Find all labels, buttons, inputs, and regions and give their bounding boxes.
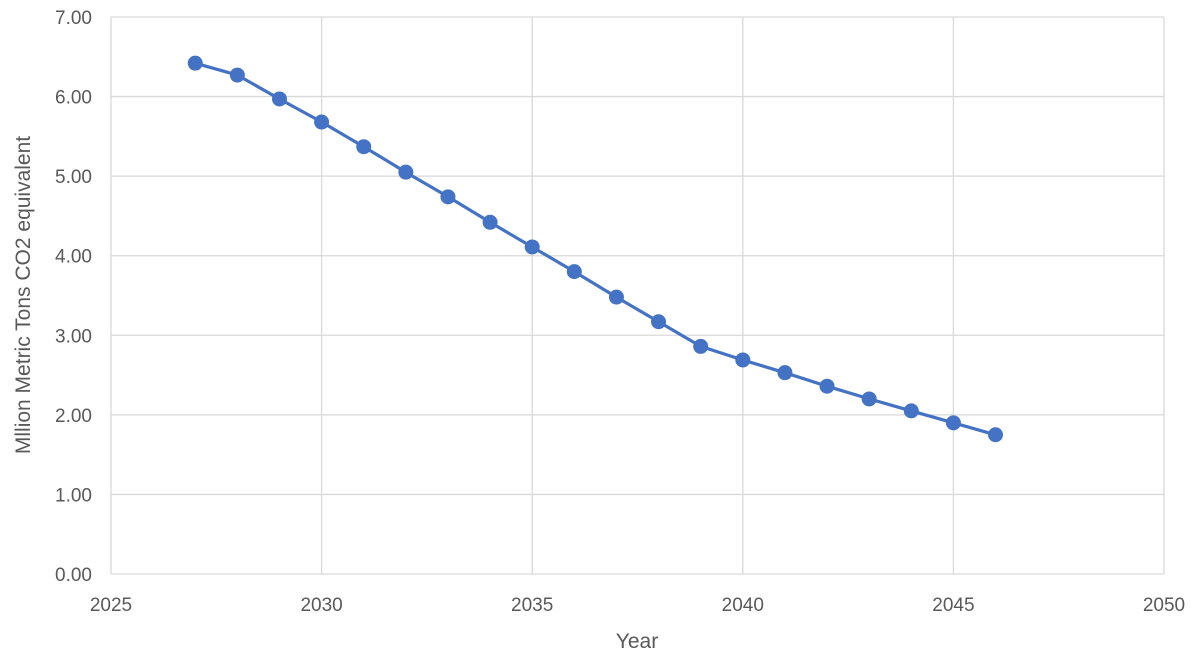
data-point — [187, 55, 203, 71]
data-point — [398, 164, 414, 180]
x-tick-label: 2035 — [511, 595, 553, 616]
y-tick-label: 0.00 — [55, 565, 92, 586]
y-tick-label: 2.00 — [55, 406, 92, 427]
x-tick-label: 2045 — [932, 595, 974, 616]
y-axis-ticks: 0.00 1.00 2.00 3.00 4.00 5.00 6.00 7.00 — [55, 8, 92, 586]
data-point — [735, 352, 751, 368]
data-point — [651, 314, 667, 330]
data-point — [945, 415, 961, 431]
x-tick-label: 2040 — [722, 595, 764, 616]
data-point — [524, 239, 540, 255]
data-point — [566, 264, 582, 280]
x-tick-label: 2030 — [300, 595, 342, 616]
x-axis-ticks: 2025 2030 2035 2040 2045 2050 — [90, 595, 1185, 616]
data-point — [356, 139, 372, 155]
data-point — [482, 214, 498, 230]
data-point — [777, 365, 793, 381]
series-layer — [187, 55, 1004, 443]
data-point — [314, 114, 330, 130]
y-tick-label: 7.00 — [55, 8, 92, 29]
data-point — [440, 189, 456, 205]
data-point — [988, 427, 1004, 443]
data-point — [693, 338, 709, 354]
data-point — [819, 378, 835, 394]
y-tick-label: 1.00 — [55, 485, 92, 506]
x-axis-title: Year — [616, 630, 658, 651]
data-point — [608, 289, 624, 305]
data-point — [903, 403, 919, 419]
y-tick-label: 3.00 — [55, 326, 92, 347]
x-tick-label: 2050 — [1143, 595, 1185, 616]
data-point — [861, 391, 877, 407]
y-axis-title: Mllion Metric Tons CO2 equivalent — [12, 136, 35, 454]
y-tick-label: 5.00 — [55, 167, 92, 188]
y-tick-label: 4.00 — [55, 247, 92, 268]
x-tick-label: 2025 — [90, 595, 132, 616]
gridlines — [110, 16, 1165, 575]
data-point — [271, 91, 287, 107]
y-tick-label: 6.00 — [55, 88, 92, 109]
data-point — [229, 67, 245, 83]
